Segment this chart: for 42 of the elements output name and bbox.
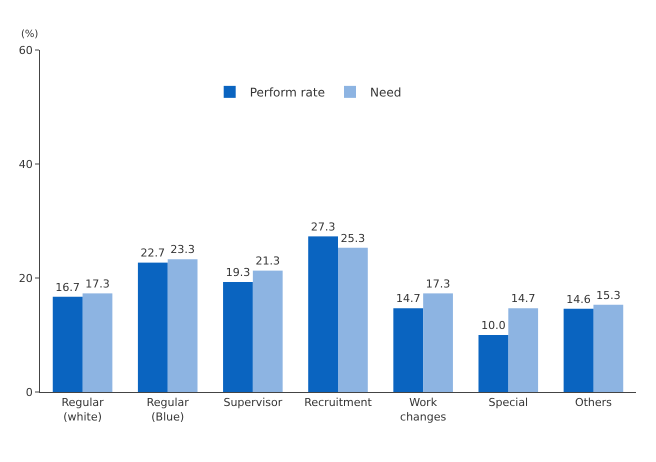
data-label: 19.3 — [226, 266, 250, 279]
bar — [338, 248, 368, 392]
x-tick-label: Regular (Blue) — [146, 396, 190, 424]
bar — [223, 282, 253, 392]
x-tick-label: Recruitment — [304, 396, 372, 410]
x-tick-label: Work changes — [400, 396, 447, 424]
bar — [168, 259, 198, 392]
bar — [393, 308, 424, 392]
data-label: 25.3 — [340, 232, 366, 245]
data-label: 23.3 — [170, 243, 195, 256]
legend-label: Need — [370, 86, 402, 100]
data-label: 17.3 — [426, 277, 450, 290]
y-axis-title: (%) — [21, 29, 38, 40]
data-label: 21.3 — [256, 254, 280, 268]
bar — [308, 236, 338, 392]
data-label: 15.3 — [596, 288, 621, 302]
y-tick-label: 40 — [18, 158, 33, 171]
bar — [423, 293, 453, 392]
data-label: 22.7 — [140, 246, 166, 260]
data-label: 17.3 — [85, 277, 110, 290]
legend-label: Perform rate — [250, 86, 325, 100]
y-tick-label: 20 — [18, 272, 33, 285]
y-tick-label: 0 — [26, 386, 33, 399]
bar — [564, 308, 594, 392]
x-tick-label: Supervisor — [223, 396, 283, 410]
bar — [252, 270, 283, 392]
data-label: 14.7 — [396, 292, 420, 306]
bar — [52, 296, 83, 392]
y-tick-label: 60 — [18, 44, 33, 57]
data-label: 27.3 — [310, 220, 336, 234]
bar — [478, 335, 508, 392]
bar — [593, 304, 624, 392]
x-tick-label: Regular (white) — [61, 396, 104, 424]
bar — [508, 308, 538, 392]
x-tick-label: Others — [574, 396, 612, 410]
bar — [138, 262, 168, 392]
data-label: 16.7 — [55, 280, 80, 294]
data-label: 10.0 — [481, 319, 506, 332]
data-label: 14.7 — [510, 292, 536, 306]
bar — [82, 293, 112, 392]
x-tick-label: Special — [488, 396, 528, 410]
data-label: 14.6 — [566, 292, 591, 306]
